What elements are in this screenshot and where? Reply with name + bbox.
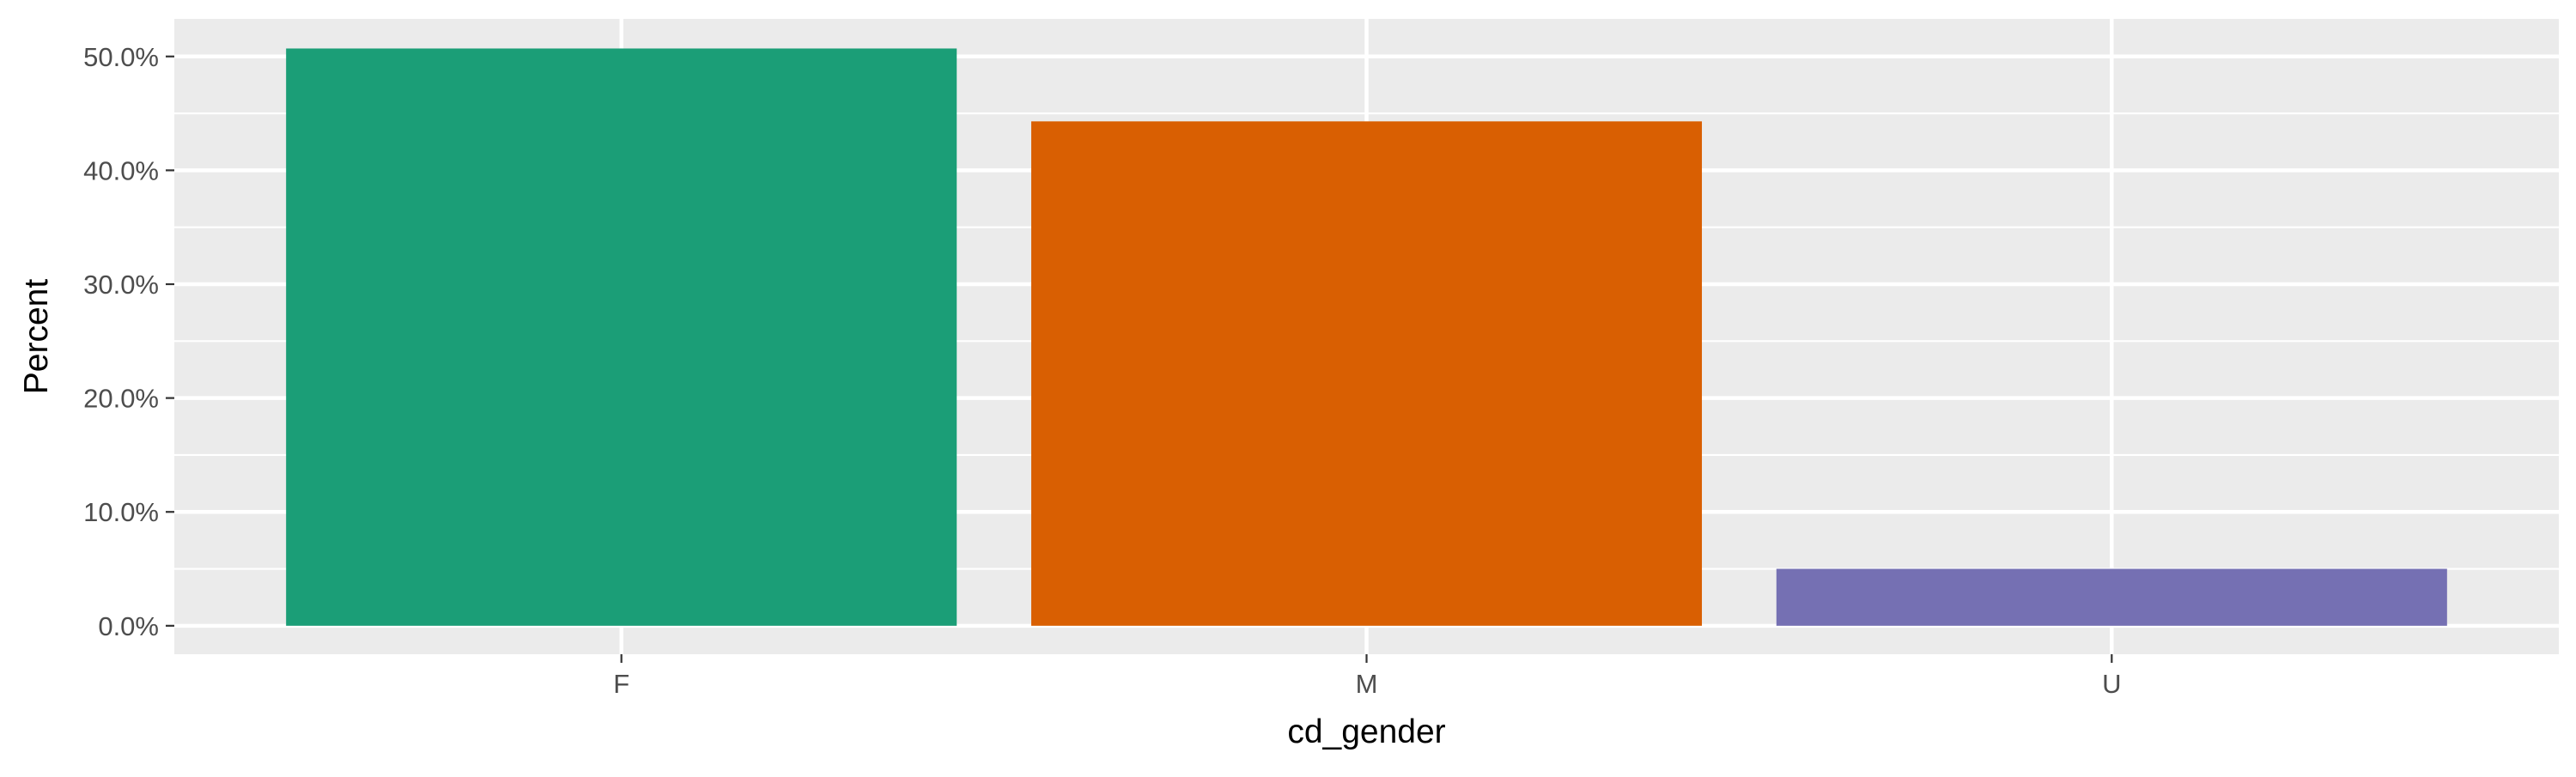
- y-tick-label: 20.0%: [83, 384, 159, 414]
- y-tick-label: 30.0%: [83, 270, 159, 300]
- bars: [286, 48, 2447, 626]
- x-tick-label: M: [1356, 669, 1378, 699]
- bar-m: [1030, 121, 1703, 626]
- y-axis-title: Percent: [18, 279, 55, 395]
- x-tick-label: U: [2102, 669, 2121, 699]
- bar-u: [1776, 568, 2447, 626]
- y-tick-label: 10.0%: [83, 497, 159, 527]
- x-axis-title: cd_gender: [1287, 713, 1445, 750]
- bar-f: [286, 48, 957, 626]
- x-tick-label: F: [613, 669, 629, 699]
- y-tick-label: 0.0%: [98, 611, 159, 641]
- y-tick-label: 40.0%: [83, 155, 159, 185]
- y-axis: 0.0% 10.0% 20.0% 30.0% 40.0% 50.0%: [83, 42, 174, 641]
- y-tick-label: 50.0%: [83, 42, 159, 72]
